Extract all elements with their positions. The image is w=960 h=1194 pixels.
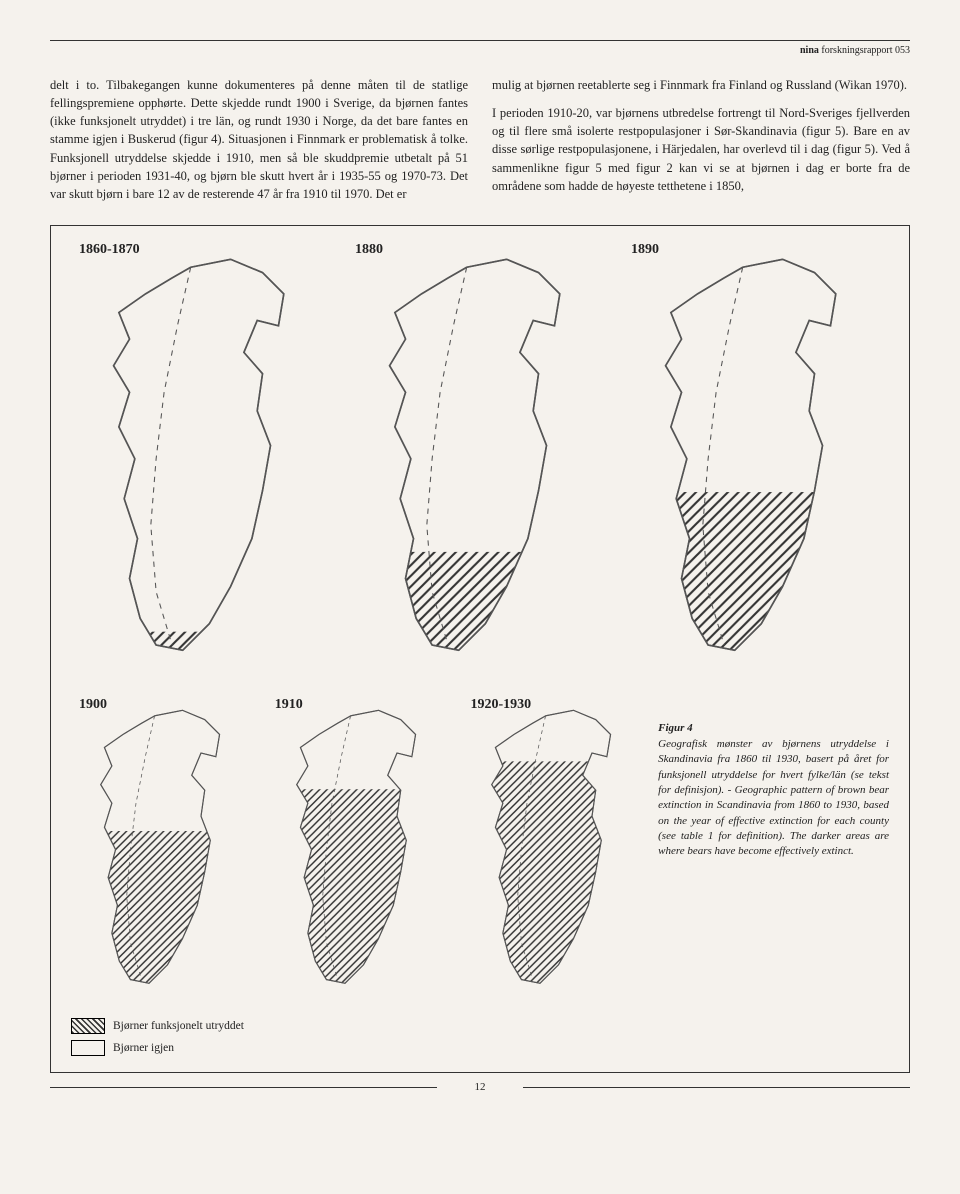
map-panel: 1890 <box>623 246 889 677</box>
map-year-label: 1880 <box>355 242 383 258</box>
scandinavia-map <box>71 246 337 672</box>
right-column: mulig at bjørnen reetablerte seg i Finnm… <box>492 76 910 205</box>
map-panel: 1900 <box>71 701 257 1003</box>
scandinavia-map <box>462 701 648 998</box>
map-row-bottom: 1900 1910 1920-1930 <box>71 701 648 1003</box>
map-panel: 1910 <box>267 701 453 1003</box>
header-prefix: nina <box>800 45 819 56</box>
page-number: 12 <box>50 1081 910 1093</box>
map-row-top: 1860-1870 1880 1890 <box>71 246 889 677</box>
map-year-label: 1890 <box>631 242 659 258</box>
map-year-label: 1900 <box>79 697 107 713</box>
map-year-label: 1860-1870 <box>79 242 140 258</box>
report-header: nina forskningsrapport 053 <box>50 45 910 56</box>
map-panel: 1880 <box>347 246 613 677</box>
scandinavia-map <box>623 246 889 672</box>
left-column: delt i to. Tilbakegangen kunne dokumente… <box>50 76 468 205</box>
body-text: delt i to. Tilbakegangen kunne dokumente… <box>50 76 910 205</box>
legend-swatch-hatched <box>71 1018 105 1034</box>
legend-label-remaining: Bjørner igjen <box>113 1042 174 1054</box>
map-year-label: 1910 <box>275 697 303 713</box>
map-panel: 1860-1870 <box>71 246 337 677</box>
scandinavia-map <box>71 701 257 998</box>
legend-remaining: Bjørner igjen <box>71 1040 889 1056</box>
legend-swatch-empty <box>71 1040 105 1056</box>
scandinavia-map <box>347 246 613 672</box>
figure-4: 1860-1870 1880 1890 1900 191 <box>50 225 910 1074</box>
figure-caption: Figur 4 Geografisk mønster av bjørnens u… <box>658 701 889 1003</box>
map-year-label: 1920-1930 <box>470 697 531 713</box>
caption-title: Figur 4 <box>658 722 693 734</box>
legend-extinct: Bjørner funksjonelt utryddet <box>71 1018 889 1034</box>
legend-label-extinct: Bjørner funksjonelt utryddet <box>113 1020 244 1032</box>
header-title: forskningsrapport 053 <box>821 45 910 56</box>
legend: Bjørner funksjonelt utryddet Bjørner igj… <box>71 1018 889 1056</box>
scandinavia-map <box>267 701 453 998</box>
map-panel: 1920-1930 <box>462 701 648 1003</box>
